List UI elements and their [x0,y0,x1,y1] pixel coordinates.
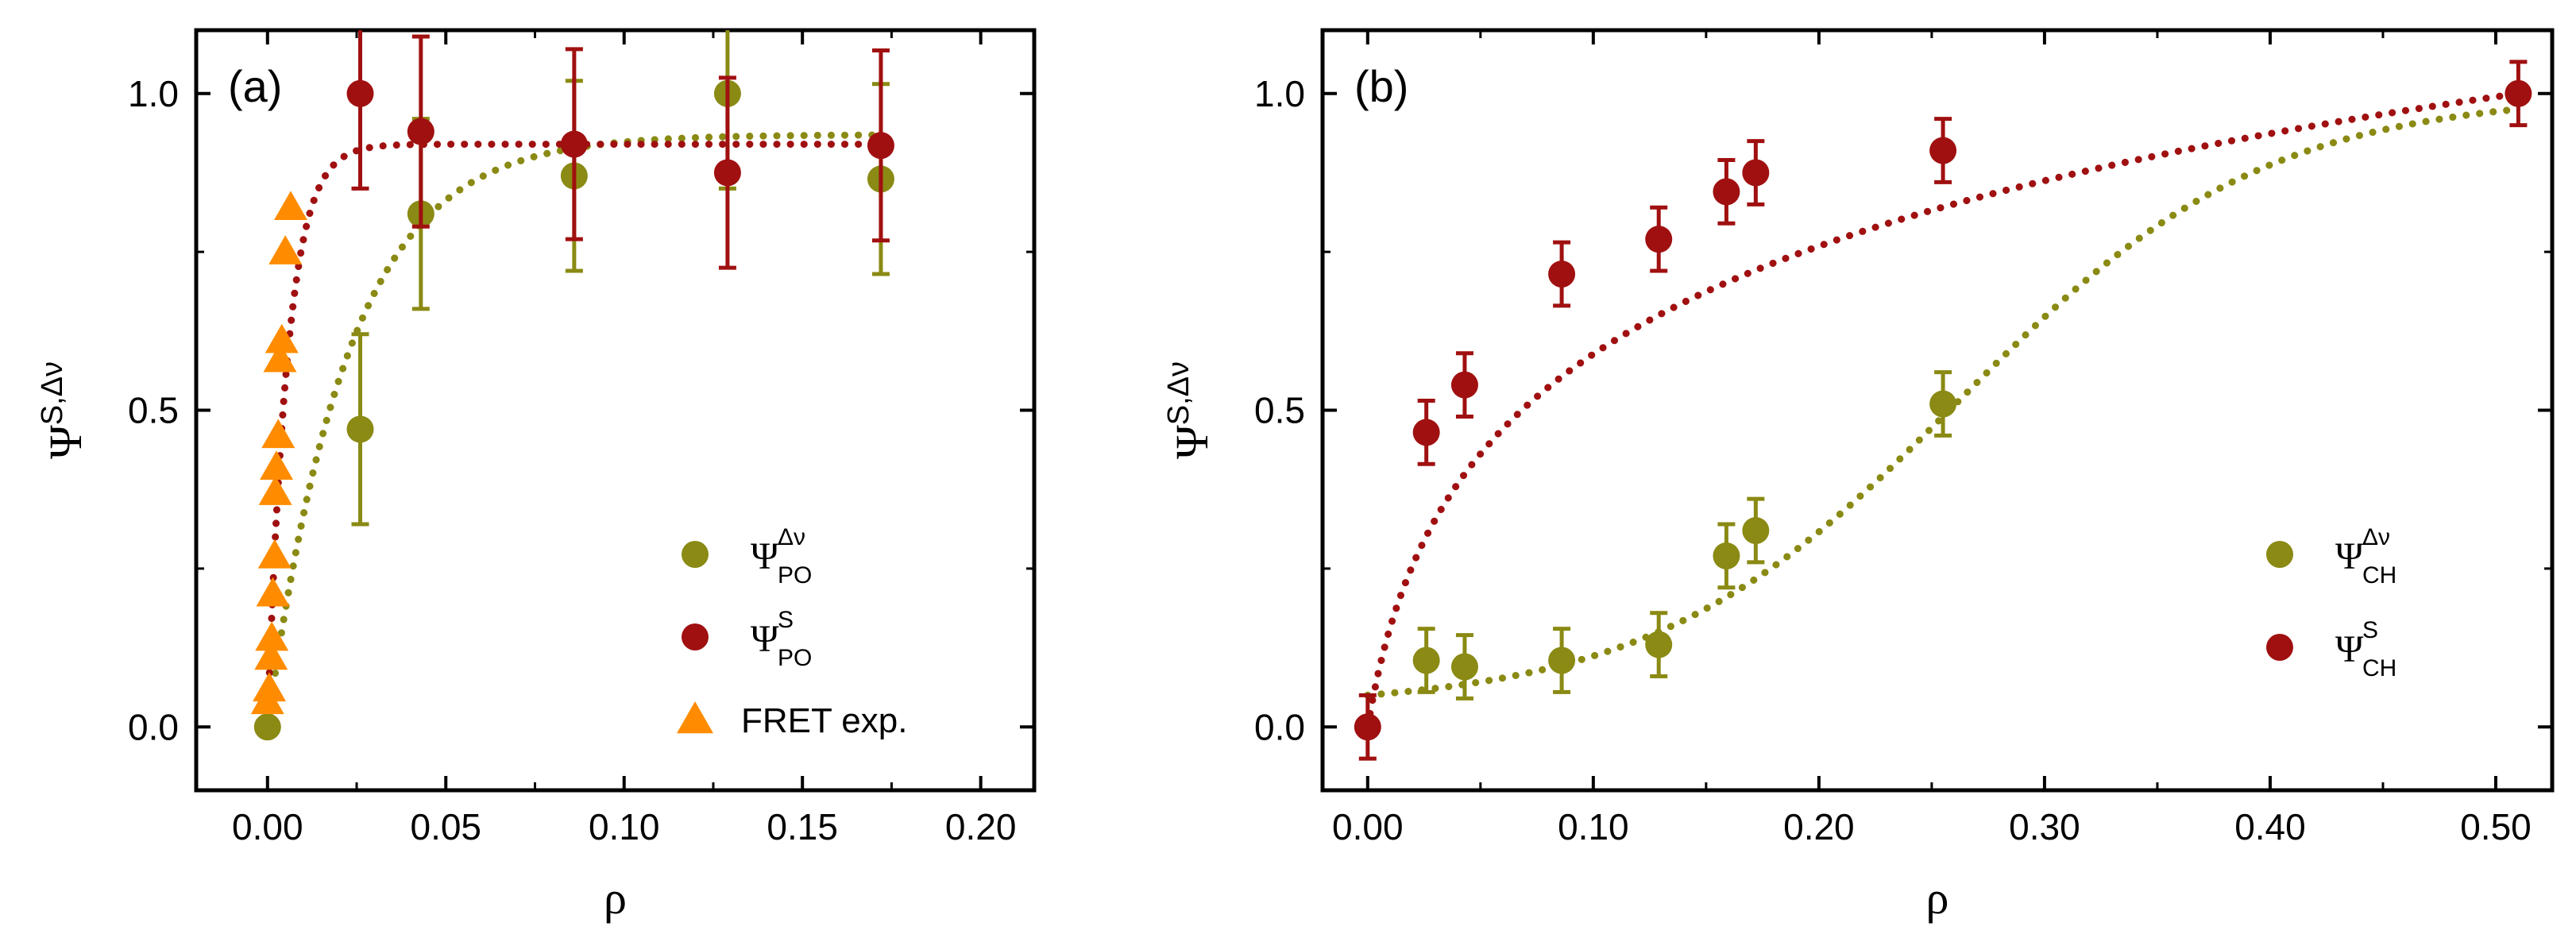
data-point [1742,159,1770,187]
data-point [1713,542,1740,569]
data-point [1548,261,1576,288]
legend-label-sup: S [2362,617,2378,643]
y-tick-label: 0.0 [1254,706,1305,747]
series-0 [1412,370,1957,701]
legend-marker [682,541,709,568]
x-tick-label: 0.20 [1783,806,1855,847]
x-tick-label: 0.00 [1332,806,1404,847]
y-tick-label: 0.0 [128,706,179,747]
data-point [1645,631,1673,658]
y-axis-label-sup: S,Δν [36,361,69,425]
x-tick-label: 0.05 [410,806,481,847]
x-tick-label: 0.40 [2234,806,2306,847]
legend-marker-triangle [677,701,713,734]
y-axis-label-base: Ψ [40,425,91,459]
x-tick-label: 0.10 [1558,806,1629,847]
legend-label-sub: CH [2362,562,2396,589]
data-layer [1354,60,2532,761]
panel-label: (a) [228,61,282,111]
data-point-triangle [273,191,307,221]
legend-label-base: Ψ [2335,535,2364,577]
legend-label-base: Ψ [2335,628,2364,670]
legend-label-sup: Δν [778,524,805,550]
chart-panel-a: 0.00 0.05 0.10 0.15 0.200.00.51.0ρΨS,Δν(a)ΨΔ… [36,28,1037,924]
chart-panel-b: 0.00 0.10 0.20 0.30 0.40 0.500.00.51.0ρΨS,Δν(… [1162,28,2555,924]
data-point [1412,647,1440,674]
y-axis-label-base: Ψ [1166,425,1218,459]
data-point-triangle [257,538,292,569]
x-axis-label: ρ [1926,872,1949,924]
data-point [2505,79,2532,107]
legend-label-base: Ψ [751,535,779,577]
data-point [1412,419,1440,446]
fit-curve-1 [1364,90,2522,731]
legend-label-base: Ψ [751,618,779,660]
x-tick-label: 0.15 [767,806,838,847]
data-point-triangle [268,235,303,264]
y-axis-label: ΨS,Δν [1162,361,1218,459]
data-point-triangle [258,476,292,505]
data-point-triangle [256,577,290,607]
data-point [1450,653,1478,681]
legend-marker [682,623,709,650]
data-point [560,130,588,158]
data-point [1645,226,1673,253]
data-point [253,713,281,741]
data-point [1929,137,1957,164]
series-1 [346,30,894,270]
legend-marker [2266,541,2293,568]
legend-label-sub: CH [2362,655,2396,681]
data-point-triangle [260,450,294,481]
data-point [1713,178,1740,206]
data-point [1548,647,1576,674]
x-tick-label: 0.00 [232,806,303,847]
data-point-triangle [263,342,297,372]
data-point-triangle [253,672,287,702]
series-2 [250,191,307,715]
data-point [1354,713,1381,741]
y-tick-label: 0.5 [1254,390,1305,431]
legend-label: FRET exp. [741,701,907,740]
data-point [1450,371,1478,399]
legend-marker [2266,634,2293,661]
legend-label-sub: PO [778,562,812,589]
data-point [1929,390,1957,418]
legend-label-sup: Δν [2362,524,2390,550]
x-tick-label: 0.10 [589,806,660,847]
data-point-triangle [265,323,299,353]
data-point [346,415,374,443]
y-tick-label: 0.5 [128,390,179,431]
data-point [713,159,741,187]
x-tick-label: 0.30 [2009,806,2080,847]
panel-label: (b) [1354,61,1408,111]
data-point-triangle [255,621,289,651]
x-tick-label: 0.50 [2460,806,2532,847]
data-point-triangle [261,419,295,449]
series-1 [1354,60,2532,761]
data-layer [250,30,894,741]
data-point [407,118,434,145]
y-tick-label: 1.0 [1254,73,1305,114]
data-point [1742,517,1770,545]
data-point-triangle [254,640,288,670]
y-axis-label: ΨS,Δν [36,361,91,459]
data-point [346,79,374,107]
y-axis-label-sup: S,Δν [1162,361,1195,425]
legend-label-sub: PO [778,645,812,671]
x-axis-label: ρ [604,872,627,924]
y-tick-label: 1.0 [128,73,179,114]
data-point [867,132,894,160]
legend-label-sup: S [778,607,794,633]
x-tick-label: 0.20 [945,806,1017,847]
